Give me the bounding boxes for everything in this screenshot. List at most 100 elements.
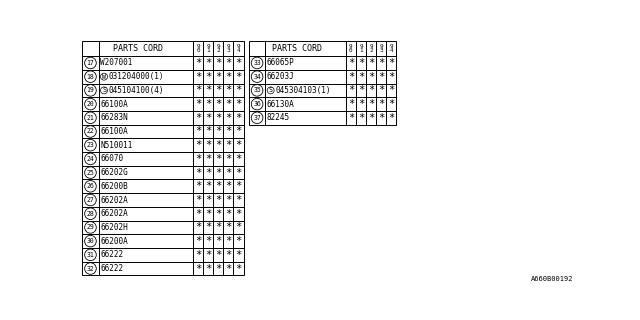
Text: *: * (348, 58, 354, 68)
Text: *: * (195, 85, 202, 95)
Text: 9
4: 9 4 (389, 44, 393, 53)
Text: *: * (225, 222, 232, 232)
Text: 31: 31 (86, 252, 94, 258)
Text: *: * (348, 85, 354, 95)
Text: W: W (102, 74, 106, 80)
Text: 27: 27 (86, 197, 94, 203)
Text: *: * (358, 58, 364, 68)
Text: *: * (236, 236, 242, 246)
Text: *: * (215, 58, 221, 68)
Text: *: * (378, 113, 384, 123)
Text: *: * (236, 154, 242, 164)
Text: 37: 37 (253, 115, 261, 121)
Text: *: * (205, 181, 211, 191)
Text: 66100A: 66100A (100, 127, 128, 136)
Text: 9
4: 9 4 (237, 44, 240, 53)
Text: 66202A: 66202A (100, 209, 128, 218)
Text: *: * (236, 222, 242, 232)
Text: 66203J: 66203J (267, 72, 294, 81)
Text: *: * (195, 113, 202, 123)
Text: *: * (195, 140, 202, 150)
Text: *: * (215, 140, 221, 150)
Text: *: * (205, 58, 211, 68)
Text: 66202A: 66202A (100, 196, 128, 204)
Text: *: * (236, 85, 242, 95)
Text: *: * (215, 85, 221, 95)
Text: 35: 35 (253, 87, 261, 93)
Text: *: * (215, 126, 221, 137)
Text: *: * (205, 85, 211, 95)
Text: 30: 30 (86, 238, 94, 244)
Text: *: * (368, 99, 374, 109)
Text: *: * (368, 58, 374, 68)
Text: *: * (236, 250, 242, 260)
Text: *: * (215, 72, 221, 82)
Text: *: * (236, 58, 242, 68)
Text: *: * (215, 99, 221, 109)
Text: PARTS CORD: PARTS CORD (273, 44, 323, 53)
Text: *: * (225, 195, 232, 205)
Text: 9
1: 9 1 (359, 44, 363, 53)
Text: *: * (205, 99, 211, 109)
Text: *: * (388, 72, 394, 82)
Text: 29: 29 (86, 224, 94, 230)
Text: 18: 18 (86, 74, 94, 80)
Text: *: * (195, 99, 202, 109)
Text: *: * (195, 264, 202, 274)
Text: *: * (388, 58, 394, 68)
Text: 33: 33 (253, 60, 261, 66)
Text: *: * (388, 85, 394, 95)
Text: 9
0: 9 0 (349, 44, 353, 53)
Text: *: * (205, 250, 211, 260)
Text: 9
3: 9 3 (227, 44, 230, 53)
Text: *: * (348, 113, 354, 123)
Text: *: * (215, 250, 221, 260)
Text: *: * (205, 140, 211, 150)
Text: *: * (225, 58, 232, 68)
Text: 66065P: 66065P (267, 59, 294, 68)
Text: *: * (205, 236, 211, 246)
Text: 9
3: 9 3 (380, 44, 383, 53)
Text: 66200B: 66200B (100, 182, 128, 191)
Text: 24: 24 (86, 156, 94, 162)
Text: *: * (225, 113, 232, 123)
Text: 66222: 66222 (100, 264, 124, 273)
Text: *: * (225, 85, 232, 95)
Text: *: * (195, 154, 202, 164)
Text: 66202G: 66202G (100, 168, 128, 177)
Text: 66100A: 66100A (100, 100, 128, 108)
Text: 20: 20 (86, 101, 94, 107)
Text: 36: 36 (253, 101, 261, 107)
Text: *: * (388, 99, 394, 109)
Text: *: * (225, 168, 232, 178)
Text: *: * (236, 264, 242, 274)
Text: *: * (378, 72, 384, 82)
Text: 66130A: 66130A (267, 100, 294, 108)
Text: *: * (195, 72, 202, 82)
Text: 9
2: 9 2 (216, 44, 220, 53)
Text: *: * (236, 113, 242, 123)
Text: 9
1: 9 1 (207, 44, 210, 53)
Text: N510011: N510011 (100, 141, 132, 150)
Text: *: * (225, 154, 232, 164)
Text: *: * (205, 126, 211, 137)
Text: *: * (205, 209, 211, 219)
Text: *: * (236, 126, 242, 137)
Text: 32: 32 (86, 266, 94, 272)
Text: *: * (195, 126, 202, 137)
Text: *: * (225, 236, 232, 246)
Text: *: * (215, 236, 221, 246)
Text: *: * (215, 209, 221, 219)
Text: *: * (215, 264, 221, 274)
Text: *: * (236, 209, 242, 219)
Text: *: * (195, 236, 202, 246)
Text: *: * (215, 181, 221, 191)
Text: 9
0: 9 0 (196, 44, 200, 53)
Text: 23: 23 (86, 142, 94, 148)
Text: *: * (368, 85, 374, 95)
Text: *: * (348, 72, 354, 82)
Text: *: * (225, 140, 232, 150)
Text: *: * (205, 113, 211, 123)
Text: *: * (205, 264, 211, 274)
Text: *: * (225, 181, 232, 191)
